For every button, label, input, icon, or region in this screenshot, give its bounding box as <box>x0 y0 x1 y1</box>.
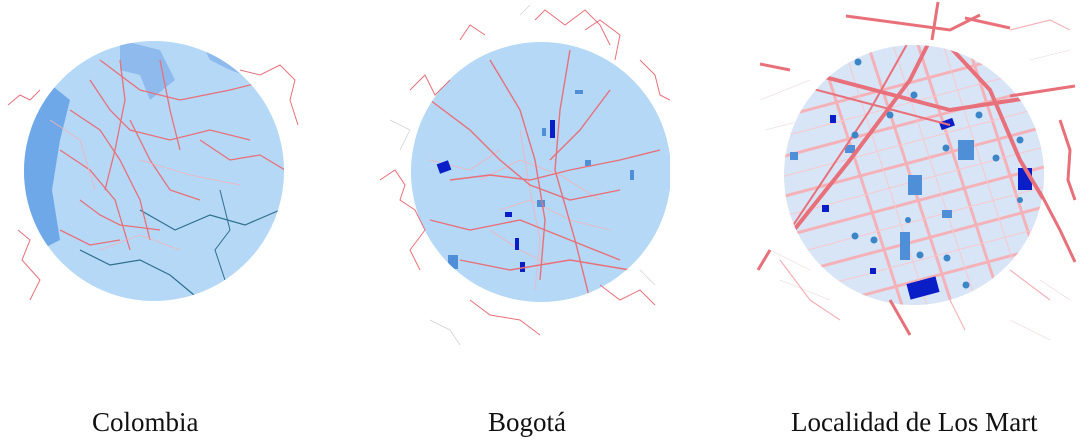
parcel <box>830 115 836 123</box>
map-pin-icon <box>943 254 951 262</box>
border-line <box>139 209 281 231</box>
map-los-martires <box>750 0 1080 350</box>
parcel <box>845 145 855 153</box>
parcel <box>958 140 974 160</box>
parcel <box>585 160 591 166</box>
caption-los-martires: Localidad de Los Mart <box>791 407 1038 437</box>
parcel <box>822 205 829 212</box>
map-pin-icon <box>854 58 862 66</box>
parcel <box>520 262 525 272</box>
map-bogota <box>370 0 670 350</box>
caption-colombia: Colombia <box>92 407 199 437</box>
map-pin-icon <box>916 251 924 259</box>
border-line <box>79 249 201 301</box>
map-pin-icon <box>962 281 970 289</box>
map-pin-icon <box>1016 136 1024 144</box>
parcel <box>908 175 922 195</box>
map-pin-icon <box>851 232 859 240</box>
map-pin-icon <box>1017 197 1023 203</box>
map-pin-icon <box>886 111 894 119</box>
parcel <box>436 160 452 174</box>
parcel <box>900 232 910 260</box>
parcel <box>870 268 876 274</box>
parcel <box>537 200 545 207</box>
parcel <box>505 212 512 217</box>
parcel <box>448 255 458 269</box>
map-pin-icon <box>992 154 1000 162</box>
parcel <box>942 210 952 218</box>
map-pin-icon <box>870 236 878 244</box>
map-colombia <box>0 0 300 350</box>
colombia-map-graphic <box>7 41 299 301</box>
parcel <box>575 90 583 94</box>
border-line <box>214 189 231 281</box>
lake-area <box>120 41 175 100</box>
parcel <box>790 152 798 160</box>
bogota-map-disc <box>411 42 670 302</box>
colombia-map-disc <box>24 41 284 301</box>
parcel <box>542 128 546 136</box>
parcel <box>630 170 634 180</box>
bogota-map-graphic <box>379 4 670 346</box>
parcel <box>550 120 555 138</box>
map-pin-icon <box>851 131 859 139</box>
caption-bogota: Bogotá <box>488 407 566 437</box>
los-martires-map-graphic <box>756 1 1077 341</box>
map-pin-icon <box>910 91 918 99</box>
parcel <box>906 276 940 300</box>
map-pin-icon <box>942 144 950 152</box>
map-pin-icon <box>975 111 983 119</box>
map-pin-icon <box>905 217 911 223</box>
parcel <box>515 238 519 250</box>
